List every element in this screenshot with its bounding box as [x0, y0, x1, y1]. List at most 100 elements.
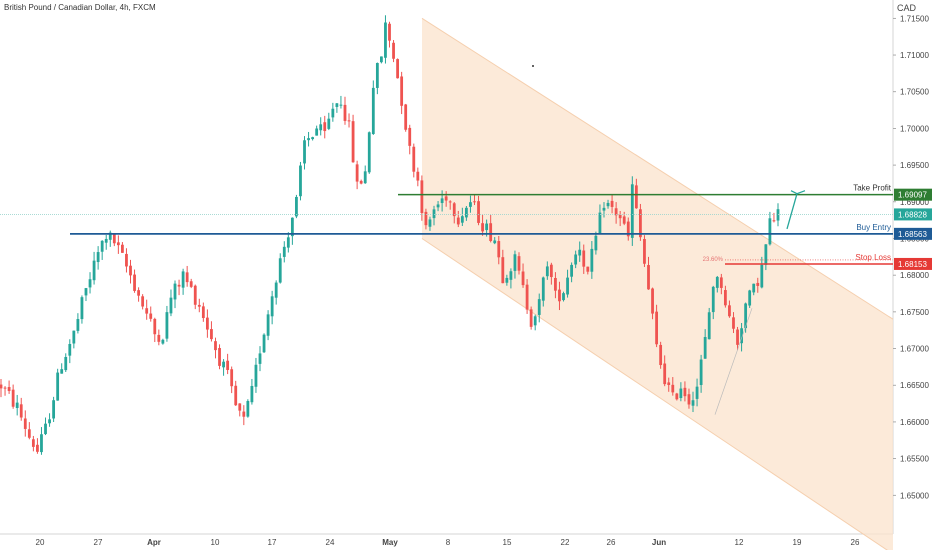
- candle-body: [254, 364, 258, 387]
- candle-body: [420, 180, 424, 214]
- price-axis-panel[interactable]: [893, 0, 932, 550]
- candle-body: [643, 238, 646, 264]
- candle-body: [529, 309, 533, 327]
- candle-body: [363, 171, 367, 184]
- candle-body: [76, 319, 80, 331]
- y-tick-label: 1.65000: [900, 491, 929, 500]
- candle-body: [0, 384, 3, 389]
- candle-body: [622, 216, 626, 224]
- descending-channel-fill: [422, 18, 893, 550]
- stop-loss-label: Stop Loss: [855, 253, 891, 262]
- candle-body: [250, 385, 254, 403]
- candle-body: [214, 341, 217, 351]
- candle-body: [566, 277, 569, 295]
- candle-body: [72, 330, 76, 344]
- candle-body: [489, 223, 493, 242]
- candle-body: [384, 22, 387, 58]
- candle-body: [424, 211, 428, 226]
- candle-body: [396, 59, 399, 79]
- candle-body: [129, 265, 132, 276]
- candle-body: [703, 336, 707, 359]
- take-profit-badge-label: 1.69097: [898, 191, 927, 200]
- x-tick-label: 24: [326, 538, 335, 547]
- candle-body: [270, 296, 274, 317]
- trend-line: [714, 308, 753, 415]
- candle-body: [732, 317, 735, 329]
- candle-body: [96, 252, 100, 263]
- candle-body: [513, 254, 517, 271]
- candle-body: [655, 311, 658, 345]
- candle-body: [88, 279, 92, 288]
- candle-body: [562, 293, 565, 301]
- candle-body: [610, 200, 614, 207]
- candle-body: [440, 198, 444, 204]
- candle-body: [197, 304, 201, 307]
- candle-body: [582, 250, 586, 267]
- candle-body: [222, 361, 225, 368]
- x-tick-label: Jun: [652, 538, 666, 547]
- candle-body: [153, 318, 157, 335]
- candle-body: [760, 264, 764, 288]
- x-tick-label: 19: [793, 538, 802, 547]
- y-tick-label: 1.67500: [900, 308, 929, 317]
- candle-body: [432, 209, 436, 219]
- candle-body: [181, 271, 185, 288]
- candle-body: [112, 233, 116, 244]
- candle-body: [412, 146, 416, 172]
- candle-body: [311, 137, 315, 140]
- last-price-badge: [894, 208, 932, 221]
- y-tick-label: 1.69000: [900, 198, 929, 207]
- candle-body: [335, 103, 339, 107]
- candle-body: [452, 203, 456, 217]
- candle-body: [493, 240, 497, 244]
- candle-body: [258, 353, 262, 364]
- candle-body: [497, 241, 501, 258]
- candle-body: [772, 220, 776, 222]
- candle-body: [104, 238, 108, 243]
- candle-body: [501, 257, 505, 284]
- candle-body: [630, 184, 634, 238]
- candle-body: [286, 237, 290, 248]
- projection-arrow-shaft: [786, 193, 798, 230]
- candle-body: [355, 164, 359, 182]
- candle-body: [173, 283, 177, 300]
- currency-label: CAD: [896, 3, 916, 13]
- take-profit-label: Take Profit: [853, 184, 892, 193]
- candle-body: [675, 393, 679, 400]
- candle-body: [7, 387, 11, 391]
- candle-body: [537, 299, 541, 315]
- candle-body: [436, 204, 440, 208]
- candle-body: [262, 334, 266, 353]
- candle-body: [736, 329, 739, 345]
- y-tick-label: 1.70500: [900, 88, 929, 97]
- channel-lower-line: [421, 238, 888, 550]
- candle-body: [68, 343, 72, 356]
- candle-body: [145, 308, 149, 314]
- candle-body: [177, 284, 181, 287]
- candle-body: [210, 329, 213, 340]
- fib-label: 23.60%: [703, 257, 724, 263]
- candle-body: [339, 104, 343, 106]
- candle-body: [590, 248, 594, 272]
- candle-body: [307, 138, 310, 141]
- candle-body: [189, 281, 193, 287]
- candle-body: [485, 223, 489, 231]
- candle-body: [56, 372, 60, 401]
- candle-body: [618, 214, 622, 219]
- x-tick-label: 26: [607, 538, 616, 547]
- candle-body: [521, 271, 525, 286]
- candle-body: [371, 87, 375, 135]
- candle-body: [687, 394, 691, 405]
- candle-body: [744, 303, 748, 329]
- candle-body: [651, 288, 654, 314]
- candle-body: [23, 418, 27, 429]
- candle-body: [15, 402, 19, 409]
- candle-body: [695, 386, 699, 399]
- x-tick-label: 10: [211, 538, 220, 547]
- y-tick-label: 1.65500: [900, 455, 929, 464]
- candle-body: [715, 276, 719, 288]
- candle-body: [469, 202, 472, 207]
- x-tick-label: 17: [268, 538, 277, 547]
